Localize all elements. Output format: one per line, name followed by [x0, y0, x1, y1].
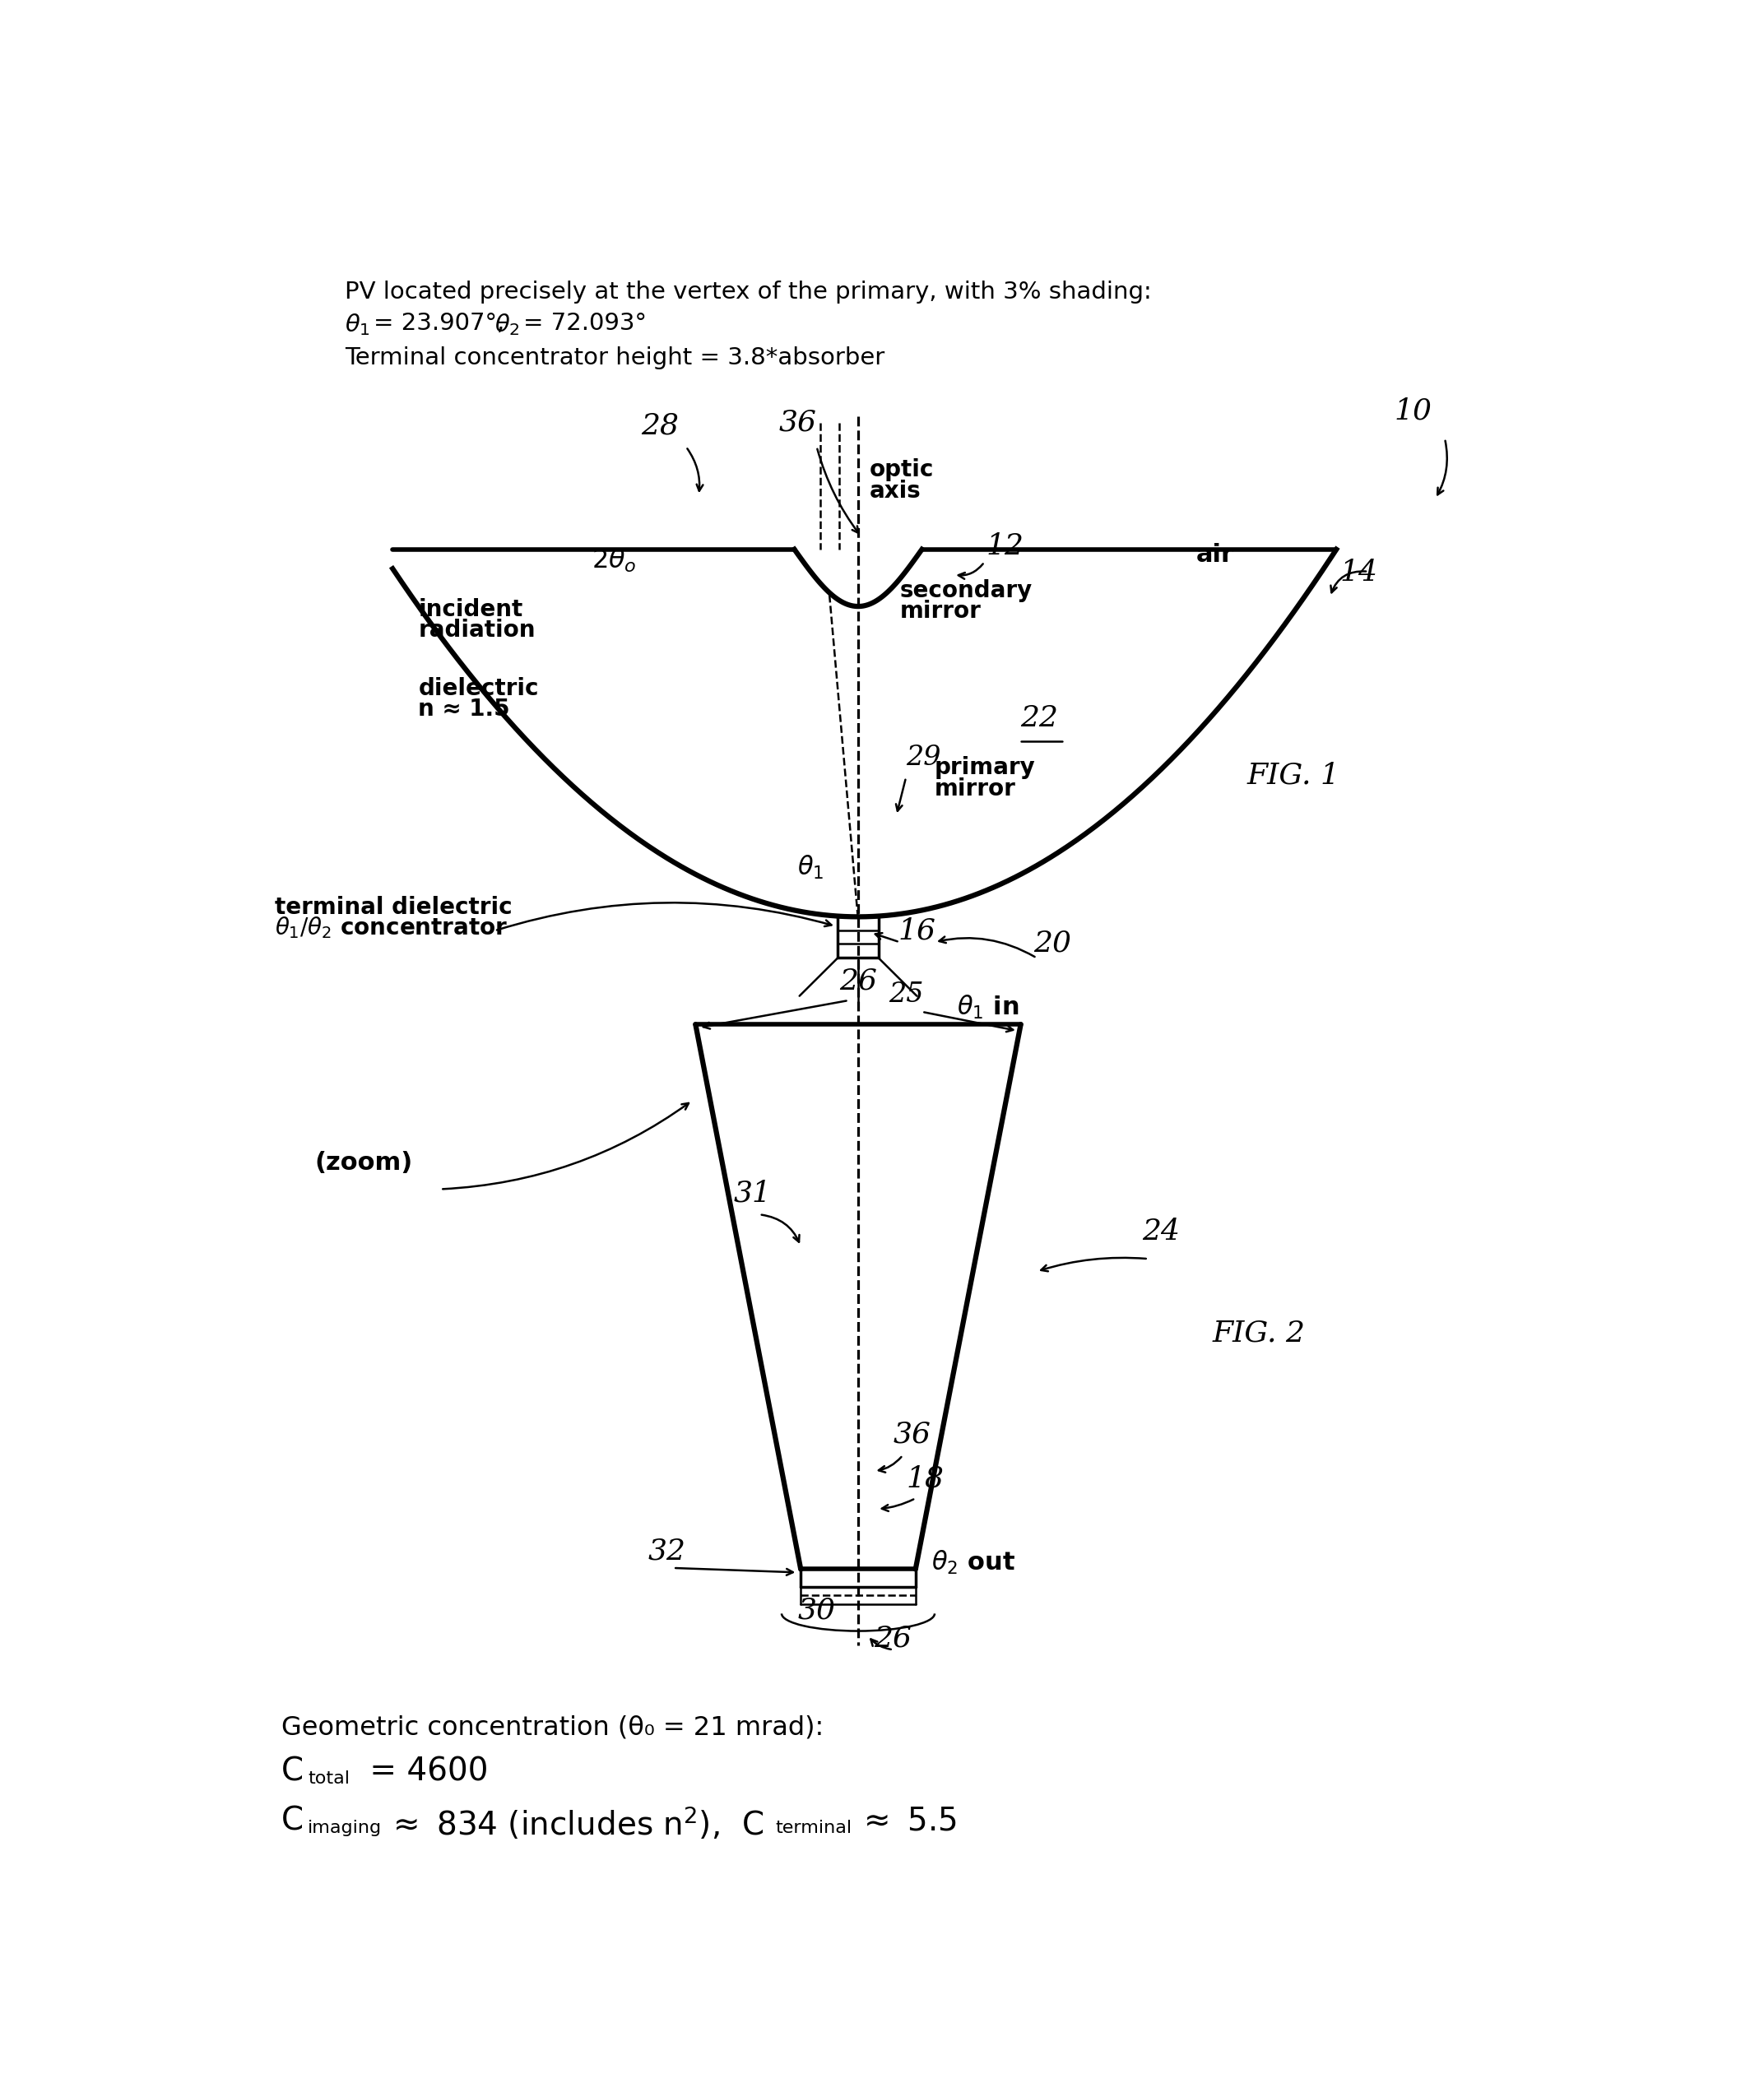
Text: 16: 16 — [898, 916, 935, 946]
Text: = 4600: = 4600 — [360, 1755, 489, 1787]
Text: $\theta_1$: $\theta_1$ — [344, 312, 370, 338]
Text: Geometric concentration (θ₀ = 21 mrad):: Geometric concentration (θ₀ = 21 mrad): — [280, 1715, 824, 1741]
Text: $\theta_1$: $\theta_1$ — [797, 853, 824, 881]
Text: n ≈ 1.5: n ≈ 1.5 — [418, 698, 510, 721]
Text: mirror: mirror — [900, 600, 981, 623]
Text: 31: 31 — [734, 1181, 771, 1208]
Text: optic: optic — [870, 459, 935, 482]
Text: terminal: terminal — [774, 1820, 852, 1835]
Text: 26: 26 — [875, 1625, 912, 1652]
Text: $\theta_2$ out: $\theta_2$ out — [931, 1550, 1016, 1577]
Text: radiation: radiation — [418, 619, 536, 642]
Text: 32: 32 — [647, 1537, 686, 1566]
Text: 20: 20 — [1034, 929, 1071, 958]
Text: 26: 26 — [840, 967, 877, 996]
Text: air: air — [1196, 543, 1235, 566]
Text: $\approx$ 834 (includes n$^2$),  C: $\approx$ 834 (includes n$^2$), C — [377, 1806, 764, 1843]
Text: terminal dielectric: terminal dielectric — [275, 895, 512, 918]
Text: $\theta_2$: $\theta_2$ — [494, 312, 520, 338]
Text: dielectric: dielectric — [418, 677, 538, 700]
Text: primary: primary — [935, 757, 1035, 780]
Text: = 72.093°: = 72.093° — [524, 312, 647, 336]
Text: 36: 36 — [893, 1420, 931, 1449]
Text: = 23.907°,: = 23.907°, — [374, 312, 512, 336]
Text: 18: 18 — [907, 1464, 944, 1493]
Text: 36: 36 — [778, 409, 817, 436]
Text: FIG. 2: FIG. 2 — [1212, 1319, 1305, 1346]
Text: 29: 29 — [907, 744, 940, 770]
Text: $\approx$ 5.5: $\approx$ 5.5 — [847, 1806, 956, 1837]
Text: axis: axis — [870, 480, 921, 503]
Text: FIG. 1: FIG. 1 — [1247, 761, 1341, 788]
Text: imaging: imaging — [309, 1820, 383, 1835]
Text: incident: incident — [418, 598, 522, 621]
Text: $2\theta_o$: $2\theta_o$ — [591, 547, 637, 575]
Text: total: total — [309, 1770, 349, 1787]
Text: $\theta_1/\theta_2$ concentrator: $\theta_1/\theta_2$ concentrator — [275, 914, 508, 939]
Text: secondary: secondary — [900, 579, 1032, 602]
Text: 22: 22 — [1021, 705, 1058, 732]
Text: C: C — [280, 1806, 303, 1837]
Text: 12: 12 — [986, 533, 1023, 560]
Text: mirror: mirror — [935, 778, 1016, 801]
Text: 30: 30 — [797, 1596, 836, 1625]
Text: 28: 28 — [642, 411, 679, 440]
Text: 25: 25 — [889, 981, 924, 1009]
Text: C: C — [280, 1755, 303, 1787]
Text: 14: 14 — [1339, 558, 1378, 587]
Text: $\theta_1$ in: $\theta_1$ in — [958, 994, 1020, 1021]
Text: (zoom): (zoom) — [314, 1151, 413, 1174]
Text: 10: 10 — [1394, 396, 1432, 426]
Text: Terminal concentrator height = 3.8*absorber: Terminal concentrator height = 3.8*absor… — [344, 346, 886, 369]
Text: 24: 24 — [1141, 1218, 1180, 1246]
Text: PV located precisely at the vertex of the primary, with 3% shading:: PV located precisely at the vertex of th… — [344, 281, 1152, 304]
